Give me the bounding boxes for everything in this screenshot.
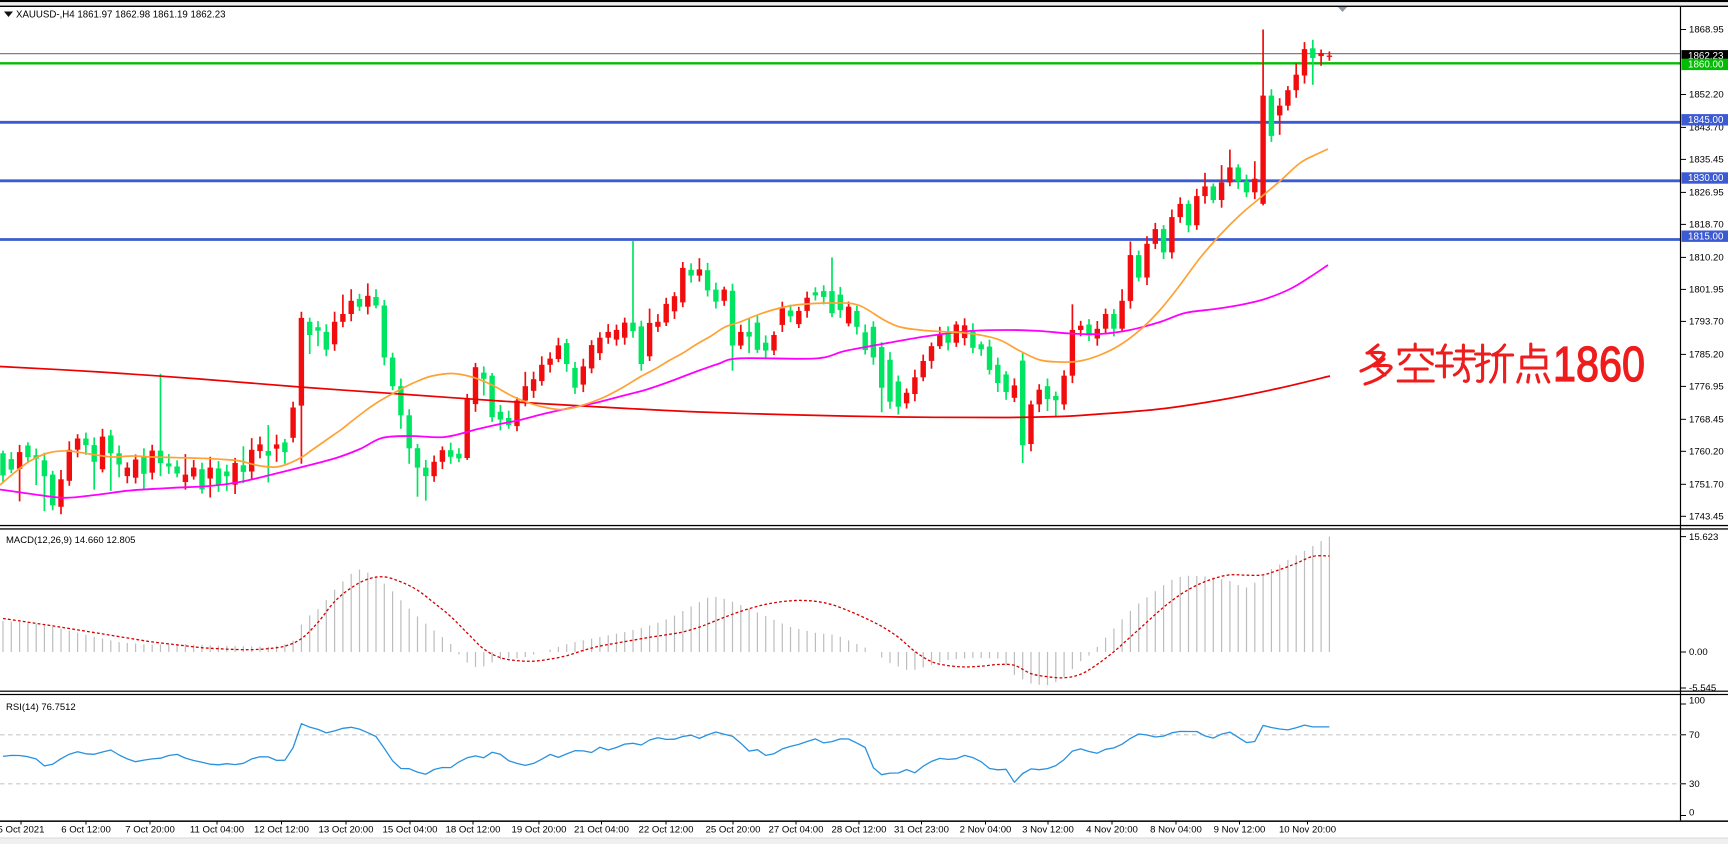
svg-text:27 Oct 04:00: 27 Oct 04:00 (769, 825, 824, 836)
svg-text:7 Oct 20:00: 7 Oct 20:00 (125, 825, 175, 836)
svg-text:3 Nov 12:00: 3 Nov 12:00 (1022, 825, 1074, 836)
svg-text:1743.45: 1743.45 (1689, 512, 1724, 523)
svg-text:15.623: 15.623 (1689, 532, 1718, 543)
svg-text:1830.00: 1830.00 (1688, 173, 1724, 184)
svg-text:6 Oct 12:00: 6 Oct 12:00 (61, 825, 111, 836)
svg-text:1860: 1860 (1553, 338, 1645, 392)
svg-text:1843.70: 1843.70 (1689, 123, 1724, 134)
svg-text:10 Nov 20:00: 10 Nov 20:00 (1279, 825, 1336, 836)
svg-text:XAUUSD-,H4 1861.97 1862.98 18: XAUUSD-,H4 1861.97 1862.98 1861.19 1862.… (16, 10, 226, 21)
svg-text:1810.20: 1810.20 (1689, 253, 1724, 264)
svg-text:1845.00: 1845.00 (1688, 115, 1724, 126)
svg-text:2 Nov 04:00: 2 Nov 04:00 (960, 825, 1012, 836)
svg-text:11 Oct 04:00: 11 Oct 04:00 (190, 825, 244, 836)
svg-text:4 Nov 20:00: 4 Nov 20:00 (1086, 825, 1138, 836)
svg-text:18 Oct 12:00: 18 Oct 12:00 (446, 825, 501, 836)
svg-text:28 Oct 12:00: 28 Oct 12:00 (832, 825, 887, 836)
svg-text:8 Nov 04:00: 8 Nov 04:00 (1150, 825, 1202, 836)
svg-text:1768.45: 1768.45 (1689, 415, 1724, 426)
svg-text:13 Oct 20:00: 13 Oct 20:00 (319, 825, 374, 836)
svg-text:1815.00: 1815.00 (1688, 231, 1724, 242)
svg-text:1751.70: 1751.70 (1689, 480, 1724, 491)
svg-text:15 Oct 04:00: 15 Oct 04:00 (383, 825, 438, 836)
svg-text:-5.545: -5.545 (1689, 683, 1716, 694)
svg-text:100: 100 (1689, 696, 1705, 707)
svg-text:25 Oct 20:00: 25 Oct 20:00 (706, 825, 761, 836)
svg-text:1785.20: 1785.20 (1689, 350, 1724, 361)
svg-text:21 Oct 04:00: 21 Oct 04:00 (574, 825, 629, 836)
svg-text:1818.70: 1818.70 (1689, 220, 1724, 231)
svg-text:22 Oct 12:00: 22 Oct 12:00 (639, 825, 694, 836)
svg-text:1801.95: 1801.95 (1689, 285, 1724, 296)
svg-text:1835.45: 1835.45 (1689, 155, 1724, 166)
svg-text:0: 0 (1689, 808, 1694, 819)
svg-text:1860.00: 1860.00 (1688, 60, 1724, 71)
svg-text:1852.20: 1852.20 (1689, 90, 1724, 101)
svg-text:0.00: 0.00 (1689, 647, 1708, 658)
svg-text:1776.95: 1776.95 (1689, 382, 1724, 393)
svg-text:12 Oct 12:00: 12 Oct 12:00 (254, 825, 309, 836)
svg-text:1868.95: 1868.95 (1689, 25, 1724, 36)
svg-text:1760.20: 1760.20 (1689, 447, 1724, 458)
svg-text:1826.95: 1826.95 (1689, 188, 1724, 199)
svg-text:19 Oct 20:00: 19 Oct 20:00 (512, 825, 567, 836)
svg-text:70: 70 (1689, 730, 1700, 741)
svg-text:1793.70: 1793.70 (1689, 317, 1724, 328)
svg-text:MACD(12,26,9) 14.660 12.805: MACD(12,26,9) 14.660 12.805 (6, 535, 135, 546)
svg-text:1862.23: 1862.23 (1688, 51, 1724, 62)
svg-text:31 Oct 23:00: 31 Oct 23:00 (894, 825, 949, 836)
svg-text:30: 30 (1689, 779, 1700, 790)
svg-text:RSI(14) 76.7512: RSI(14) 76.7512 (6, 702, 76, 713)
svg-text:9 Nov 12:00: 9 Nov 12:00 (1214, 825, 1266, 836)
svg-text:5 Oct 2021: 5 Oct 2021 (0, 825, 44, 836)
